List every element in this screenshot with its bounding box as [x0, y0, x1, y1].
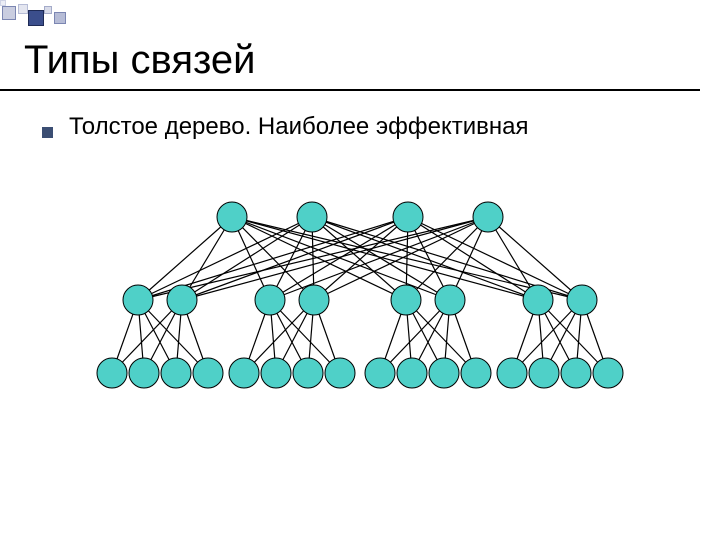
bullet-text: Толстое дерево. Наиболее эффективная — [69, 113, 529, 141]
fat-tree-diagram — [92, 195, 628, 395]
slide-title: Типы связей — [24, 38, 700, 83]
title-underline — [0, 89, 700, 91]
bullet-row: Толстое дерево. Наиболее эффективная — [42, 113, 700, 141]
bullet-icon — [42, 127, 53, 138]
slide-content: Типы связей Толстое дерево. Наиболее эфф… — [20, 38, 700, 141]
slide-decoration — [0, 0, 720, 30]
